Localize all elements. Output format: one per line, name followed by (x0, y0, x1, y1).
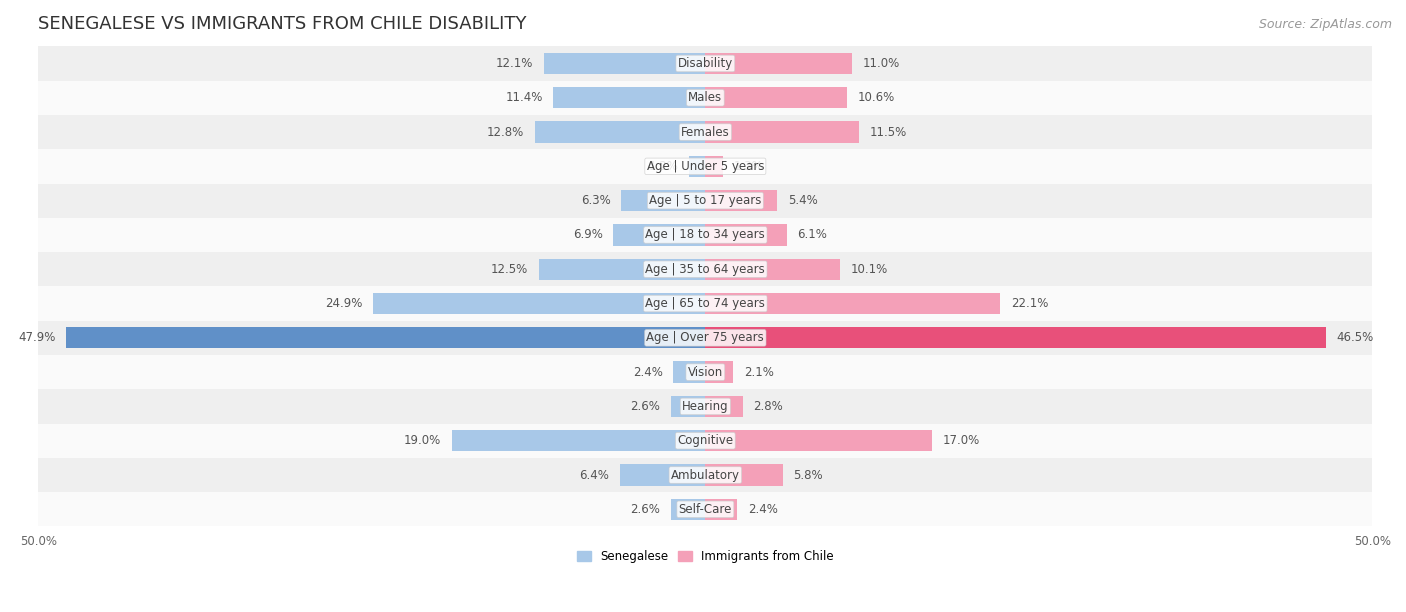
Bar (38, 184, 1372, 218)
Text: Cognitive: Cognitive (678, 435, 734, 447)
Text: Age | 5 to 17 years: Age | 5 to 17 years (650, 194, 762, 207)
Text: 6.3%: 6.3% (581, 194, 610, 207)
Text: 2.4%: 2.4% (748, 503, 778, 516)
Bar (689, 155, 706, 177)
Text: 17.0%: 17.0% (943, 435, 980, 447)
Bar (620, 465, 706, 486)
Text: 6.9%: 6.9% (572, 228, 603, 242)
Text: 2.6%: 2.6% (630, 503, 659, 516)
Text: 10.1%: 10.1% (851, 263, 889, 276)
Text: 22.1%: 22.1% (1011, 297, 1049, 310)
Bar (706, 53, 852, 74)
Bar (706, 293, 1000, 314)
Bar (706, 155, 723, 177)
Bar (706, 362, 734, 382)
Bar (706, 87, 846, 108)
Bar (38, 321, 1372, 355)
Bar (706, 327, 1326, 348)
Text: Age | 65 to 74 years: Age | 65 to 74 years (645, 297, 765, 310)
Bar (621, 190, 706, 211)
Text: 24.9%: 24.9% (325, 297, 363, 310)
Bar (706, 430, 932, 452)
Bar (544, 53, 706, 74)
Bar (38, 81, 1372, 115)
Bar (553, 87, 706, 108)
Bar (38, 458, 1372, 492)
Bar (671, 396, 706, 417)
Bar (38, 286, 1372, 321)
Text: Age | 18 to 34 years: Age | 18 to 34 years (645, 228, 765, 242)
Text: 2.8%: 2.8% (754, 400, 783, 413)
Bar (673, 362, 706, 382)
Text: 6.4%: 6.4% (579, 469, 609, 482)
Text: Vision: Vision (688, 365, 723, 379)
Text: 12.5%: 12.5% (491, 263, 527, 276)
Text: 1.2%: 1.2% (648, 160, 679, 173)
Bar (706, 121, 859, 143)
Bar (538, 259, 706, 280)
Bar (38, 492, 1372, 526)
Bar (38, 252, 1372, 286)
Bar (706, 499, 737, 520)
Text: Males: Males (689, 91, 723, 104)
Bar (613, 225, 706, 245)
Bar (706, 225, 787, 245)
Text: SENEGALESE VS IMMIGRANTS FROM CHILE DISABILITY: SENEGALESE VS IMMIGRANTS FROM CHILE DISA… (38, 15, 527, 33)
Text: 10.6%: 10.6% (858, 91, 894, 104)
Bar (706, 465, 783, 486)
Bar (706, 259, 841, 280)
Bar (38, 218, 1372, 252)
Text: 12.8%: 12.8% (486, 125, 524, 138)
Text: 19.0%: 19.0% (404, 435, 441, 447)
Bar (38, 424, 1372, 458)
Bar (534, 121, 706, 143)
Text: Hearing: Hearing (682, 400, 728, 413)
Text: 5.4%: 5.4% (789, 194, 818, 207)
Bar (38, 355, 1372, 389)
Text: 2.1%: 2.1% (744, 365, 773, 379)
Bar (38, 115, 1372, 149)
Bar (706, 190, 778, 211)
Text: Females: Females (681, 125, 730, 138)
Text: 2.4%: 2.4% (633, 365, 662, 379)
Text: 11.0%: 11.0% (863, 57, 900, 70)
Bar (66, 327, 706, 348)
Bar (38, 47, 1372, 81)
Text: 1.3%: 1.3% (734, 160, 763, 173)
Text: 11.4%: 11.4% (505, 91, 543, 104)
Text: Ambulatory: Ambulatory (671, 469, 740, 482)
Text: Source: ZipAtlas.com: Source: ZipAtlas.com (1258, 18, 1392, 31)
Text: Age | Under 5 years: Age | Under 5 years (647, 160, 763, 173)
Text: Age | Over 75 years: Age | Over 75 years (647, 331, 765, 345)
Bar (451, 430, 706, 452)
Text: 12.1%: 12.1% (496, 57, 533, 70)
Bar (38, 389, 1372, 424)
Text: 5.8%: 5.8% (793, 469, 823, 482)
Bar (38, 149, 1372, 184)
Text: 2.6%: 2.6% (630, 400, 659, 413)
Bar (373, 293, 706, 314)
Bar (706, 396, 742, 417)
Bar (671, 499, 706, 520)
Text: Disability: Disability (678, 57, 733, 70)
Text: Age | 35 to 64 years: Age | 35 to 64 years (645, 263, 765, 276)
Text: 6.1%: 6.1% (797, 228, 827, 242)
Legend: Senegalese, Immigrants from Chile: Senegalese, Immigrants from Chile (572, 545, 839, 568)
Text: 11.5%: 11.5% (869, 125, 907, 138)
Text: Self-Care: Self-Care (679, 503, 733, 516)
Text: 47.9%: 47.9% (18, 331, 56, 345)
Text: 46.5%: 46.5% (1337, 331, 1374, 345)
